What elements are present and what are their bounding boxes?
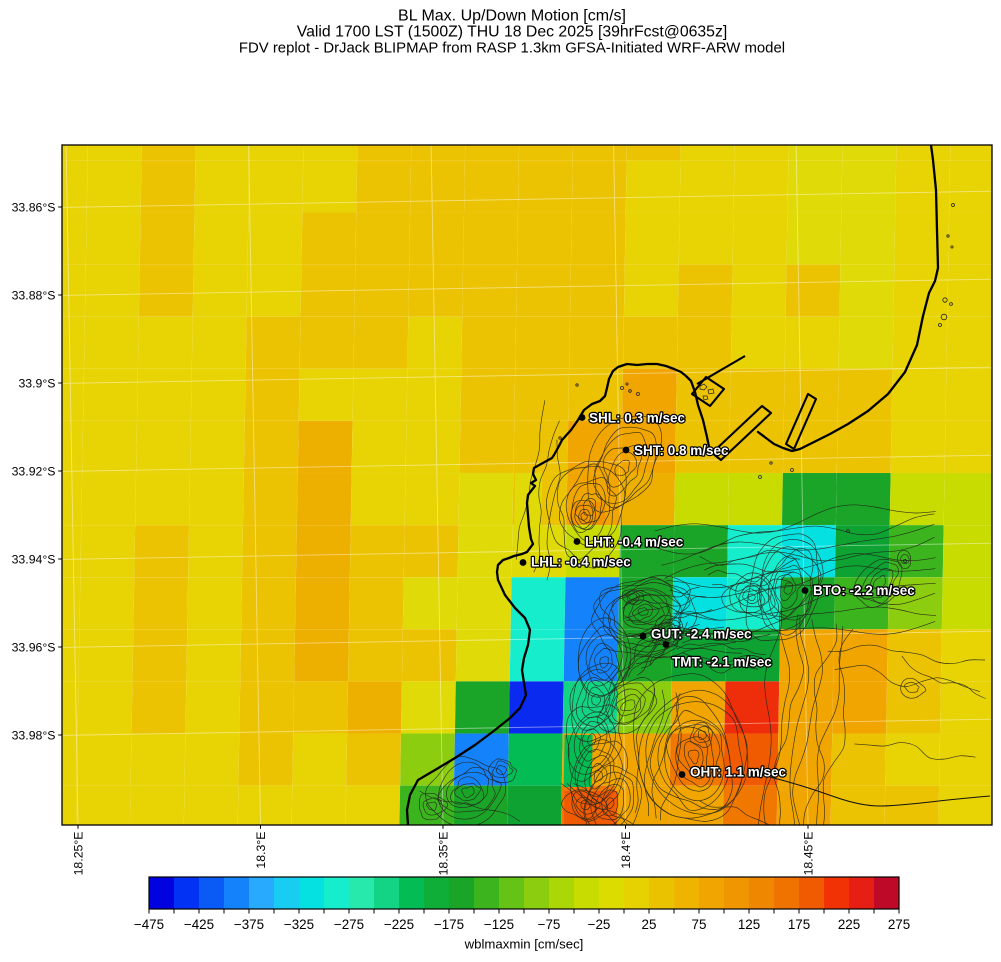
svg-text:SHL: 0.3 m/sec: SHL: 0.3 m/sec xyxy=(589,410,686,425)
svg-text:33.92°S: 33.92°S xyxy=(12,464,56,478)
svg-text:−75: −75 xyxy=(538,917,561,932)
svg-text:33.94°S: 33.94°S xyxy=(12,552,56,566)
svg-text:25: 25 xyxy=(642,917,657,932)
svg-text:275: 275 xyxy=(888,917,910,932)
svg-text:−375: −375 xyxy=(234,917,264,932)
svg-text:−325: −325 xyxy=(284,917,314,932)
svg-text:−425: −425 xyxy=(184,917,214,932)
svg-text:225: 225 xyxy=(838,917,860,932)
svg-text:LHL: -0.4 m/sec: LHL: -0.4 m/sec xyxy=(531,554,631,569)
svg-text:LHT: -0.4 m/sec: LHT: -0.4 m/sec xyxy=(585,534,684,549)
svg-text:33.88°S: 33.88°S xyxy=(12,288,56,302)
svg-text:SHT: 0.8 m/sec: SHT: 0.8 m/sec xyxy=(634,443,729,458)
svg-text:FDV replot - DrJack BLIPMAP fr: FDV replot - DrJack BLIPMAP from RASP 1.… xyxy=(239,41,785,57)
svg-text:wblmaxmin [cm/sec]: wblmaxmin [cm/sec] xyxy=(464,937,584,952)
svg-text:33.96°S: 33.96°S xyxy=(12,640,56,654)
svg-text:18.35°E: 18.35°E xyxy=(436,832,450,876)
svg-text:BTO: -2.2 m/sec: BTO: -2.2 m/sec xyxy=(813,583,915,598)
svg-text:75: 75 xyxy=(692,917,707,932)
svg-text:33.86°S: 33.86°S xyxy=(12,200,56,214)
svg-text:18.25°E: 18.25°E xyxy=(71,832,85,876)
svg-text:175: 175 xyxy=(788,917,810,932)
svg-text:−225: −225 xyxy=(384,917,414,932)
svg-text:−25: −25 xyxy=(588,917,611,932)
svg-text:−125: −125 xyxy=(484,917,514,932)
svg-text:OHT: 1.1 m/sec: OHT: 1.1 m/sec xyxy=(690,764,787,779)
svg-text:−275: −275 xyxy=(334,917,364,932)
svg-text:Valid 1700 LST (1500Z) THU 18: Valid 1700 LST (1500Z) THU 18 Dec 2025 [… xyxy=(297,24,728,41)
svg-text:18.45°E: 18.45°E xyxy=(801,832,815,876)
svg-text:18.3°E: 18.3°E xyxy=(254,832,268,869)
svg-text:33.98°S: 33.98°S xyxy=(12,728,56,742)
svg-text:BL Max. Up/Down Motion [cm/s]: BL Max. Up/Down Motion [cm/s] xyxy=(398,8,626,25)
svg-text:TMT: -2.1 m/sec: TMT: -2.1 m/sec xyxy=(672,655,772,670)
svg-text:18.4°E: 18.4°E xyxy=(619,832,633,869)
svg-text:−475: −475 xyxy=(134,917,164,932)
svg-text:33.9°S: 33.9°S xyxy=(18,376,55,390)
svg-text:−175: −175 xyxy=(434,917,464,932)
svg-text:125: 125 xyxy=(738,917,760,932)
svg-text:GUT: -2.4 m/sec: GUT: -2.4 m/sec xyxy=(651,626,752,641)
